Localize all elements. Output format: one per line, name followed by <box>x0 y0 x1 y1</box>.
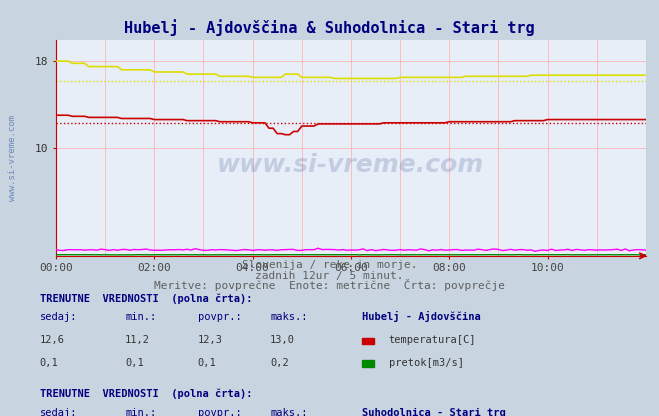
Text: pretok[m3/s]: pretok[m3/s] <box>389 358 464 368</box>
Text: 0,1: 0,1 <box>40 358 58 368</box>
Text: Meritve: povprečne  Enote: metrične  Črta: povprečje: Meritve: povprečne Enote: metrične Črta:… <box>154 279 505 291</box>
Text: 0,1: 0,1 <box>198 358 216 368</box>
Text: www.si-vreme.com: www.si-vreme.com <box>217 153 484 177</box>
Text: 12,6: 12,6 <box>40 335 65 345</box>
Text: sedaj:: sedaj: <box>40 408 77 416</box>
Text: povpr.:: povpr.: <box>198 312 241 322</box>
Text: 12,3: 12,3 <box>198 335 223 345</box>
Text: temperatura[C]: temperatura[C] <box>389 335 476 345</box>
Text: Slovenija / reke in morje.: Slovenija / reke in morje. <box>242 260 417 270</box>
Text: TRENUTNE  VREDNOSTI  (polna črta):: TRENUTNE VREDNOSTI (polna črta): <box>40 389 252 399</box>
Text: 11,2: 11,2 <box>125 335 150 345</box>
Text: Hubelj - Ajdovščina & Suhodolnica - Stari trg: Hubelj - Ajdovščina & Suhodolnica - Star… <box>124 19 535 35</box>
Text: Hubelj - Ajdovščina: Hubelj - Ajdovščina <box>362 311 481 322</box>
Text: www.si-vreme.com: www.si-vreme.com <box>8 115 17 201</box>
Text: 0,1: 0,1 <box>125 358 144 368</box>
Text: min.:: min.: <box>125 408 156 416</box>
Text: min.:: min.: <box>125 312 156 322</box>
Text: zadnih 12ur / 5 minut.: zadnih 12ur / 5 minut. <box>255 271 404 281</box>
Text: 0,2: 0,2 <box>270 358 289 368</box>
Text: TRENUTNE  VREDNOSTI  (polna črta):: TRENUTNE VREDNOSTI (polna črta): <box>40 293 252 304</box>
Text: sedaj:: sedaj: <box>40 312 77 322</box>
Text: Suhodolnica - Stari trg: Suhodolnica - Stari trg <box>362 408 506 416</box>
Text: 13,0: 13,0 <box>270 335 295 345</box>
Text: maks.:: maks.: <box>270 408 308 416</box>
Text: maks.:: maks.: <box>270 312 308 322</box>
Text: povpr.:: povpr.: <box>198 408 241 416</box>
